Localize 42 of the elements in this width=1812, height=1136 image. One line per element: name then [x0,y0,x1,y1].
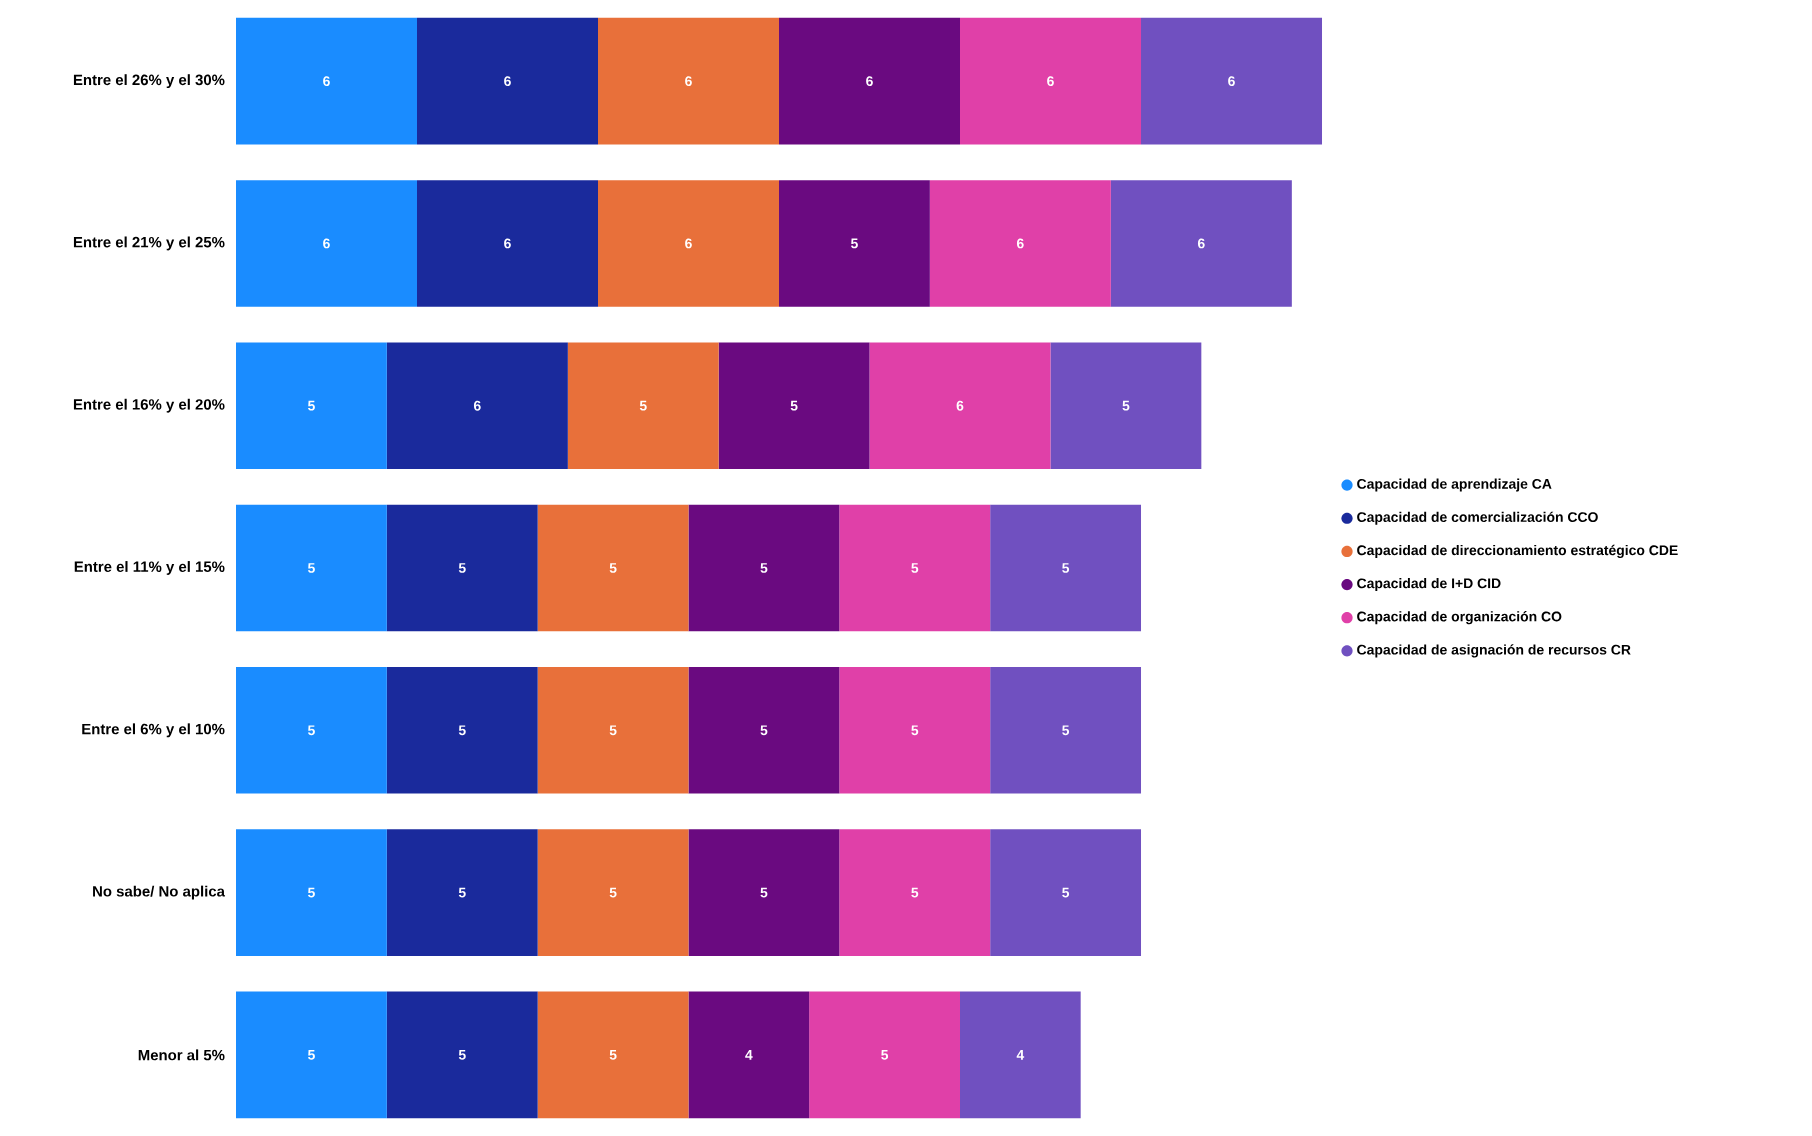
bar [688,829,840,956]
bar [839,504,991,632]
bar [839,829,991,956]
bar [236,829,387,956]
bar [236,17,417,145]
bar [718,342,870,470]
bar [386,829,538,956]
bar [688,667,840,794]
bar [236,667,387,794]
bar [688,504,840,632]
bar [537,504,689,632]
bar [236,991,387,1119]
bar [779,17,960,145]
bar [960,991,1081,1119]
bar [839,667,991,794]
bar [537,829,689,956]
bar [598,180,779,307]
bar [386,991,538,1119]
bar [236,342,387,470]
bar [1110,180,1292,307]
bar [417,180,598,307]
bar [779,180,930,307]
bar [960,17,1142,145]
bar [236,180,417,307]
bar [990,667,1142,794]
bar [990,504,1142,632]
bar [869,342,1051,470]
bar [567,342,719,470]
bar [990,829,1142,956]
bar [386,504,538,632]
bar [537,667,689,794]
bar [1050,342,1202,470]
bar [598,17,779,145]
bar [417,17,598,145]
bar [929,180,1111,307]
bar [688,991,810,1119]
bar [809,991,960,1119]
bar [236,504,387,632]
bar [1141,17,1323,145]
bar [386,342,568,470]
bar [386,667,538,794]
bar [537,991,689,1119]
